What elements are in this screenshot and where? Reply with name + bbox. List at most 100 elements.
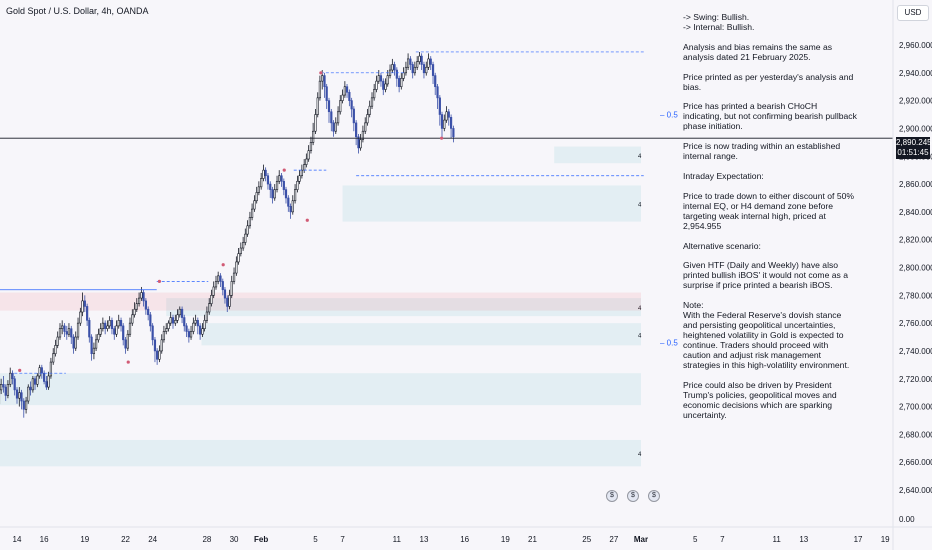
event-flag-icon[interactable]: $ [648, 490, 660, 502]
event-flag-icon[interactable]: $ [627, 490, 639, 502]
candle-body [137, 297, 141, 304]
candle-body [289, 206, 292, 213]
candle-body [404, 66, 408, 74]
x-tick-label: 13 [420, 535, 429, 544]
candle-body [262, 169, 265, 179]
candle-body [81, 300, 84, 313]
candle-body [443, 119, 446, 129]
candle-body [237, 253, 240, 263]
candle-body [418, 55, 421, 62]
candle-body [49, 361, 53, 377]
candle-body [88, 320, 91, 338]
note-trump: Price could also be driven by President … [683, 379, 837, 420]
candle-body [169, 317, 172, 324]
bar-countdown: 01:51:45 [897, 148, 929, 157]
candle-body [379, 75, 383, 82]
candle-body [264, 169, 267, 177]
y-tick-label: 0.00 [899, 515, 915, 524]
currency-button[interactable]: USD [897, 5, 929, 21]
candle-body [212, 286, 215, 296]
candle-body [196, 320, 199, 327]
candle-body [232, 272, 236, 282]
candle-body [307, 150, 310, 160]
candle-body [235, 261, 238, 274]
candle-body [176, 314, 179, 321]
candle-body [63, 325, 66, 332]
candle-body [416, 61, 419, 68]
x-tick-label: 5 [313, 535, 318, 544]
x-tick-label: 7 [720, 535, 725, 544]
x-tick-label: Mar [634, 535, 648, 544]
demand-zone [0, 373, 641, 406]
candle-body [9, 372, 12, 385]
candle-body [124, 339, 127, 349]
candle-body [316, 97, 319, 115]
candle-body [151, 325, 154, 341]
event-flag-icon[interactable]: $ [606, 490, 618, 502]
candle-body [230, 281, 233, 296]
candle-body [210, 295, 213, 304]
note-printed: Price printed as per yesterday's analysi… [683, 71, 854, 92]
candle-body [393, 64, 396, 71]
candle-body [199, 325, 202, 335]
candle-body [115, 325, 118, 335]
candle-body [214, 281, 218, 288]
candle-body [436, 86, 439, 99]
candle-body [158, 350, 161, 360]
candle-body [413, 66, 416, 74]
note-intraday-text: Price to trade down to either discount o… [683, 190, 855, 231]
candle-body [135, 303, 138, 310]
candle-body [323, 75, 326, 88]
x-tick-label: 16 [40, 535, 49, 544]
x-tick-label: 16 [460, 535, 469, 544]
x-tick-label: 28 [202, 535, 211, 544]
candle-body [400, 78, 403, 88]
candle-body [189, 331, 193, 338]
zone-label: 4 [638, 306, 642, 312]
swing-point-marker [126, 360, 130, 364]
candle-body [108, 320, 111, 327]
candle-body [300, 169, 303, 177]
candle-body [61, 325, 64, 329]
last-price-tag: 2,890.245 01:51:45 [896, 137, 932, 159]
x-tick-label: 21 [528, 535, 537, 544]
candle-body [167, 322, 170, 329]
x-tick-label: 7 [340, 535, 345, 544]
candle-body [104, 322, 107, 329]
candle-body [411, 64, 414, 74]
candle-body [409, 58, 412, 65]
y-tick-label: 2,800.000 [899, 264, 932, 273]
candle-body [246, 225, 249, 235]
candle-body [221, 281, 224, 291]
swing-point-marker [157, 279, 162, 284]
candle-body [429, 58, 432, 65]
candle-body [257, 186, 260, 193]
fib-level-label: – 0.5 [660, 111, 678, 120]
candle-body [402, 72, 405, 79]
candle-body [180, 308, 184, 318]
candle-body [24, 400, 28, 410]
candle-body [13, 378, 16, 391]
candle-body [86, 306, 89, 321]
candle-body [58, 328, 62, 338]
candle-body [70, 328, 73, 338]
note-intraday-heading: Intraday Expectation: [683, 170, 764, 181]
candle-body [205, 311, 209, 321]
note-alt-text: Given HTF (Daily and Weekly) have also p… [683, 260, 849, 291]
candle-body [194, 320, 197, 324]
candle-body [144, 300, 147, 310]
candle-body [440, 114, 444, 129]
candle-body [29, 386, 32, 391]
candle-body [74, 336, 77, 349]
candle-body [219, 275, 222, 282]
x-tick-label: 11 [772, 535, 781, 544]
candle-body [280, 175, 283, 182]
note-analysis: Analysis and bias remains the same as an… [683, 41, 833, 62]
candle-body [431, 64, 435, 76]
candle-body [6, 384, 10, 396]
candle-body [355, 122, 358, 138]
candle-body [201, 328, 204, 335]
candle-body [336, 111, 340, 124]
candle-body [178, 308, 181, 316]
